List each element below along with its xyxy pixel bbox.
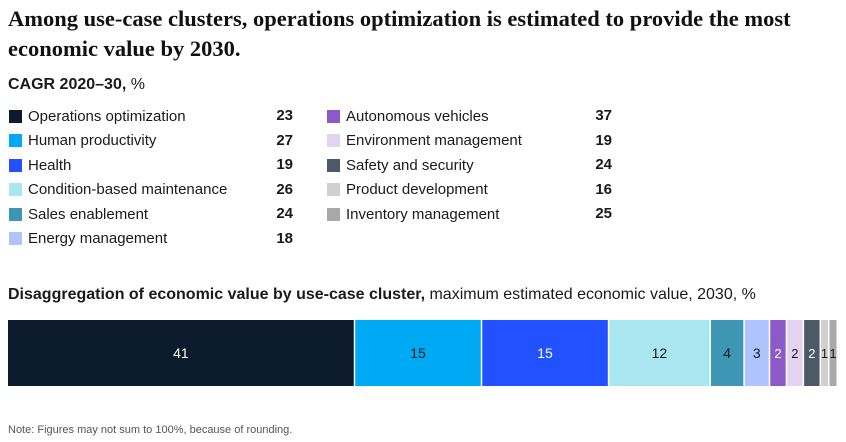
legend-cagr-value: 16 — [595, 180, 612, 198]
bar-segment-label: 4 — [723, 345, 731, 361]
legend-label: Safety and security — [346, 156, 474, 174]
legend-item: Product development — [327, 179, 488, 201]
legend-item: Inventory management — [327, 203, 499, 225]
bar-segment — [609, 320, 710, 386]
legend-cagr-value: 23 — [276, 107, 293, 124]
legend-label: Sales enablement — [28, 205, 149, 223]
bar-segment-label: 15 — [410, 345, 426, 361]
legend-cagr-value: 24 — [276, 205, 293, 222]
legend-swatch — [327, 183, 340, 196]
legend-label: Energy management — [28, 230, 168, 247]
bar-segment — [710, 320, 744, 386]
legend-cagr-value: 19 — [595, 131, 612, 149]
legend-label: Environment management — [346, 132, 522, 149]
legend-swatch — [327, 158, 340, 172]
legend-cagr-value: 25 — [595, 205, 612, 222]
bar-segment-label: 2 — [808, 346, 815, 361]
bar-segment-label: 1 — [829, 346, 836, 361]
legend-item: Sales enablement — [9, 203, 148, 225]
legend-swatch — [327, 109, 340, 123]
legend-swatch — [9, 232, 22, 245]
disaggregation-label: Disaggregation of economic value by use-… — [8, 286, 756, 304]
bar-segment-label: 2 — [774, 346, 781, 361]
legend-item: Safety and security — [327, 154, 474, 176]
legend-cagr-value: 19 — [276, 156, 293, 173]
legend-cagr-value: 18 — [276, 229, 293, 247]
legend-cagr-value: 26 — [276, 180, 293, 198]
legend-label: Condition-based maintenance — [28, 181, 228, 198]
cagr-label-bold: CAGR 2020–30, — [8, 76, 127, 93]
bar-segment — [829, 320, 837, 386]
legend-item: Operations optimization — [9, 105, 186, 127]
legend-cagr-value: 37 — [595, 107, 612, 124]
legend-label: Operations optimization — [28, 107, 186, 125]
legend-label: Health — [28, 156, 72, 174]
legend-swatch — [9, 183, 22, 196]
disaggregation-label-rest: maximum estimated economic value, 2030, … — [425, 286, 756, 303]
legend-cagr-value: 24 — [595, 156, 612, 173]
bar-segment — [821, 320, 829, 386]
bar-segment — [8, 320, 354, 386]
legend-item: Health — [9, 154, 71, 176]
legend-label: Human productivity — [28, 132, 157, 149]
legend-cagr-value: 27 — [276, 131, 293, 149]
legend-swatch — [327, 207, 340, 221]
legend-item: Condition-based maintenance — [9, 179, 227, 201]
bar-segment — [482, 320, 608, 386]
legend-item: Autonomous vehicles — [327, 105, 489, 127]
legend-item: Energy management — [9, 228, 167, 250]
bar-segment — [355, 320, 481, 386]
bar-segment-label: 15 — [537, 345, 553, 361]
legend-swatch — [9, 134, 22, 147]
bar-segment-label: 1 — [821, 346, 828, 361]
cagr-label: CAGR 2020–30, % — [8, 76, 145, 94]
legend-swatch — [327, 134, 340, 147]
bar-segment — [787, 320, 803, 386]
bar-segment-label: 12 — [652, 345, 668, 361]
legend-swatch — [9, 158, 22, 172]
legend-label: Autonomous vehicles — [346, 107, 489, 125]
legend-label: Product development — [346, 181, 488, 198]
disaggregation-label-bold: Disaggregation of economic value by use-… — [8, 286, 426, 303]
legend-label: Inventory management — [346, 205, 500, 223]
bar-segment-label: 41 — [173, 345, 189, 361]
legend-swatch — [9, 207, 22, 221]
bar-segment-label: 2 — [791, 346, 798, 361]
bar-segment-label: 3 — [753, 345, 761, 361]
bar-segment — [744, 320, 769, 386]
cagr-label-unit: % — [126, 76, 145, 93]
chart-title: Among use-case clusters, operations opti… — [8, 6, 791, 61]
stacked-bar-chart: 41 15 15 12 4 3 2 2 2 1 1 — [8, 320, 837, 386]
bar-segment — [804, 320, 820, 386]
legend-item: Human productivity — [9, 130, 156, 152]
legend-swatch — [9, 109, 22, 123]
bar-segment — [770, 320, 786, 386]
footnote: Note: Figures may not sum to 100%, becau… — [8, 424, 293, 436]
legend-item: Environment management — [327, 130, 522, 152]
